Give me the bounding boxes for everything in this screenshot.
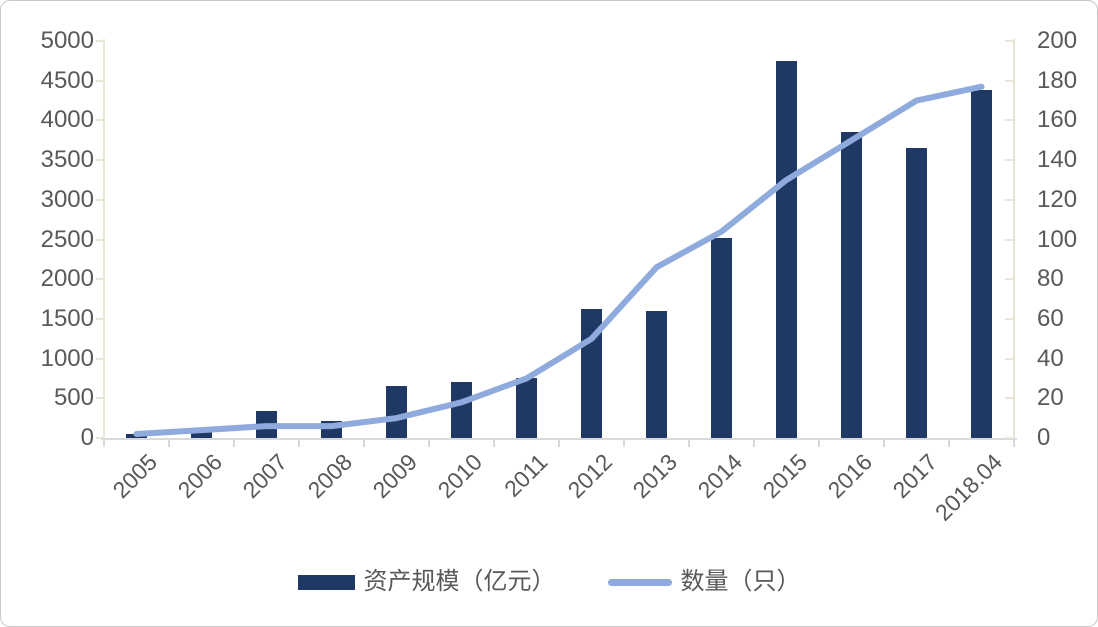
x-axis-label-2005: 2005 [107, 448, 163, 504]
left-axis-tick [96, 437, 104, 439]
right-axis-tick [1005, 79, 1013, 82]
category-axis-tick [493, 440, 495, 447]
bar-2011 [516, 378, 537, 438]
left-axis-tick [96, 79, 104, 82]
left-axis-tick-label: 2500 [40, 225, 94, 253]
bar-2006 [191, 432, 212, 438]
bar-2009 [386, 386, 407, 438]
right-axis-tick [1005, 159, 1013, 162]
category-axis-tick [753, 440, 755, 447]
left-axis-tick [96, 238, 104, 241]
category-axis-tick [363, 440, 365, 447]
category-axis-tick [428, 440, 430, 447]
category-axis-tick [233, 440, 235, 447]
legend-item-bar-series: 资产规模（亿元） [297, 567, 556, 597]
x-axis-label-2015: 2015 [757, 448, 813, 504]
right-axis-tick [1005, 317, 1013, 320]
bar-2012 [581, 309, 602, 438]
right-axis-tick [1005, 278, 1013, 281]
x-axis-label-2009: 2009 [367, 448, 423, 504]
bar-2013 [646, 311, 667, 438]
category-axis-tick [298, 440, 300, 447]
bar-2014 [711, 238, 732, 438]
bar-series-label: 资产规模（亿元） [363, 568, 556, 595]
right-value-axis [1013, 39, 1015, 447]
right-axis-tick [1005, 119, 1013, 122]
right-axis-tick-label: 200 [1037, 27, 1078, 54]
bar-2005 [126, 434, 147, 438]
x-axis-label-2006: 2006 [172, 448, 228, 504]
left-value-axis [103, 39, 105, 447]
right-axis-tick [1005, 397, 1013, 400]
x-axis-label-2011: 2011 [499, 448, 553, 502]
left-axis-tick [96, 357, 104, 360]
right-axis-tick [1005, 437, 1013, 439]
line-series-label: 数量（只） [680, 568, 801, 595]
left-axis-tick-label: 2000 [40, 265, 94, 293]
left-axis-tick [96, 278, 104, 281]
right-axis-tick [1005, 357, 1013, 360]
right-axis-tick-label: 40 [1037, 344, 1064, 372]
x-axis-label-2013: 2013 [627, 448, 683, 504]
right-axis-tick-label: 100 [1037, 225, 1078, 253]
x-axis-label-2017: 2017 [887, 448, 943, 504]
left-axis-tick [96, 159, 104, 162]
bar-series-swatch-icon [297, 574, 355, 590]
legend-item-line-series: 数量（只） [607, 567, 801, 597]
left-axis-tick-label: 500 [53, 384, 94, 412]
right-axis-tick-label: 160 [1037, 106, 1078, 134]
left-axis-tick [96, 198, 104, 201]
category-axis [101, 438, 1017, 440]
left-axis-tick [96, 40, 104, 42]
bar-2017 [906, 148, 927, 438]
left-axis-tick-label: 3000 [40, 185, 94, 213]
right-axis-tick [1005, 198, 1013, 201]
right-axis-tick-label: 20 [1037, 384, 1064, 412]
x-axis-label-2010: 2010 [432, 448, 488, 504]
x-axis-label-2018.04: 2018.04 [930, 448, 1008, 526]
x-axis-label-2007: 2007 [237, 448, 293, 504]
category-axis-tick [818, 440, 820, 447]
category-axis-tick [883, 440, 885, 447]
right-axis-tick-label: 120 [1037, 185, 1078, 213]
left-axis-tick-label: 4500 [40, 66, 94, 94]
bar-2015 [776, 61, 797, 438]
bar-2018.04 [971, 90, 992, 438]
line-series-swatch-icon [607, 578, 672, 586]
right-axis-tick-label: 60 [1037, 304, 1064, 332]
right-axis-tick-label: 0 [1037, 424, 1051, 451]
right-axis-tick [1005, 40, 1013, 42]
legend: 资产规模（亿元） 数量（只） [1, 567, 1097, 597]
right-axis-tick-label: 180 [1037, 66, 1078, 94]
right-axis-tick-label: 140 [1037, 146, 1078, 174]
bar-2010 [451, 382, 472, 438]
category-axis-tick [1013, 440, 1015, 447]
category-axis-tick [948, 440, 950, 447]
category-axis-tick [103, 440, 105, 447]
left-axis-tick-label: 3500 [40, 146, 94, 174]
left-axis-tick [96, 397, 104, 400]
category-axis-tick [168, 440, 170, 447]
left-axis-tick-label: 1500 [40, 304, 94, 332]
x-axis-label-2014: 2014 [692, 448, 748, 504]
bar-2016 [841, 132, 862, 438]
left-axis-tick-label: 1000 [40, 344, 94, 372]
right-axis-tick [1005, 238, 1013, 241]
category-axis-tick [558, 440, 560, 447]
category-axis-tick [623, 440, 625, 447]
left-axis-tick-label: 5000 [40, 27, 94, 54]
bar-2008 [321, 421, 342, 438]
left-axis-tick [96, 317, 104, 320]
left-axis-tick-label: 0 [80, 424, 94, 451]
left-axis-tick-label: 4000 [40, 106, 94, 134]
right-axis-tick-label: 80 [1037, 265, 1064, 293]
x-axis-label-2012: 2012 [562, 448, 618, 504]
x-axis-label-2016: 2016 [822, 448, 878, 504]
x-axis-label-2008: 2008 [302, 448, 358, 504]
left-axis-tick [96, 119, 104, 122]
category-axis-tick [688, 440, 690, 447]
bar-2007 [256, 411, 277, 438]
